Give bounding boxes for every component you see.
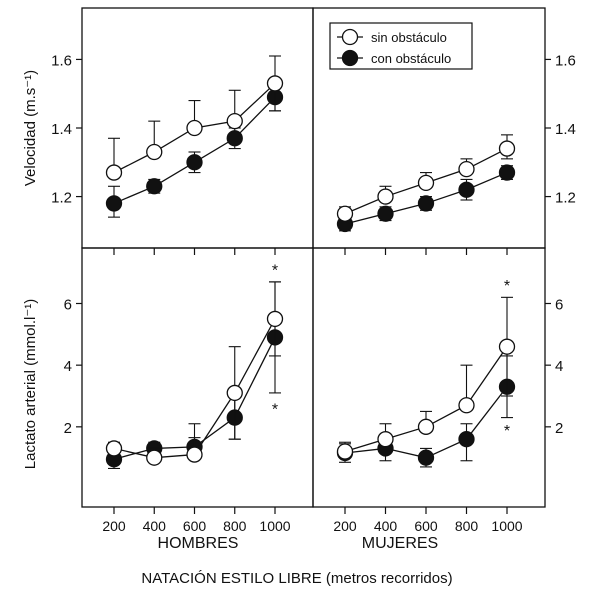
data-point-open	[458, 397, 475, 414]
data-point-filled	[226, 130, 243, 147]
data-point-open	[377, 431, 394, 448]
y-tick-label: 4	[64, 358, 72, 375]
legend-label-open: sin obstáculo	[371, 30, 447, 45]
series-line	[344, 346, 508, 453]
y-tick-label: 6	[64, 297, 72, 314]
series-sin-obstaculo	[105, 281, 284, 466]
x-tick-label: 400	[143, 518, 167, 534]
x-tick-label: 1000	[259, 518, 290, 534]
data-point-open	[146, 449, 163, 466]
significance-asterisk: *	[504, 278, 510, 295]
series-sin-obstaculo	[336, 296, 516, 460]
data-point-open	[498, 140, 516, 157]
x-tick-label: 200	[333, 518, 357, 534]
data-point-open	[417, 418, 435, 435]
y-axis-label-lactato: Lactato arterial (mmol.l⁻¹)	[22, 299, 39, 469]
data-point-open	[186, 446, 203, 463]
data-point-open	[266, 75, 284, 92]
data-point-filled	[458, 181, 475, 198]
y-tick-label: 6	[555, 297, 563, 314]
panel-frame	[312, 247, 546, 508]
y-tick-label: 1.4	[51, 121, 72, 138]
group-label-hombres: HOMBRES	[158, 535, 239, 552]
significance-asterisk: *	[272, 401, 278, 418]
y-tick-label: 1.6	[51, 52, 72, 69]
data-point-filled	[377, 205, 394, 222]
y-tick-label: 2	[555, 420, 563, 437]
panel-hombres-lactato: 2 4 6 200 400 600 800 1000 * *	[64, 247, 314, 534]
series-con-obstaculo	[105, 82, 284, 218]
y-tick-label: 1.4	[555, 121, 576, 138]
data-point-open	[186, 119, 203, 137]
data-point-open	[226, 112, 243, 130]
data-point-open	[498, 338, 516, 355]
data-point-open	[417, 174, 435, 192]
panel-hombres-velocidad: 1.2 1.4 1.6	[51, 7, 314, 255]
data-point-open	[266, 310, 284, 328]
data-point-filled	[417, 195, 435, 212]
y-axis-label-velocidad: Velocidad (m.s⁻¹)	[22, 70, 39, 186]
x-tick-label: 400	[374, 518, 398, 534]
legend-marker-filled	[341, 49, 359, 67]
legend-marker-open	[341, 28, 359, 46]
significance-asterisk: *	[504, 423, 510, 440]
data-point-filled	[417, 449, 435, 466]
data-point-filled	[146, 178, 163, 195]
data-point-open	[105, 440, 123, 457]
legend-label-filled: con obstáculo	[371, 51, 451, 66]
x-tick-label: 800	[223, 518, 247, 534]
significance-asterisk: *	[272, 263, 278, 280]
x-tick-label: 1000	[491, 518, 522, 534]
x-tick-label: 200	[102, 518, 126, 534]
data-point-filled	[498, 164, 516, 181]
data-point-open	[146, 143, 163, 161]
data-point-open	[377, 188, 394, 205]
data-point-open	[458, 160, 475, 178]
x-tick-label: 600	[414, 518, 438, 534]
series-sin-obstaculo	[105, 55, 284, 181]
data-point-open	[105, 164, 123, 181]
x-tick-label: 600	[183, 518, 207, 534]
data-point-open	[336, 205, 354, 222]
legend: sin obstáculo con obstáculo	[329, 22, 473, 70]
group-label-mujeres: MUJERES	[362, 535, 438, 552]
panel-mujeres-lactato: 2 4 6 200 400 600 800 1000 * *	[312, 247, 563, 534]
data-point-open	[226, 384, 243, 402]
y-tick-label: 1.6	[555, 52, 576, 69]
y-tick-label: 1.2	[555, 190, 576, 207]
y-tick-label: 2	[64, 420, 72, 437]
y-tick-label: 1.2	[51, 190, 72, 207]
data-point-open	[336, 443, 354, 460]
data-point-filled	[458, 431, 475, 448]
y-tick-label: 4	[555, 358, 563, 375]
series-sin-obstaculo	[336, 134, 516, 222]
x-tick-label: 800	[455, 518, 479, 534]
x-axis-label-global: NATACIÓN ESTILO LIBRE (metros recorridos…	[141, 570, 452, 587]
data-point-filled	[105, 195, 123, 212]
data-point-filled	[186, 154, 203, 171]
